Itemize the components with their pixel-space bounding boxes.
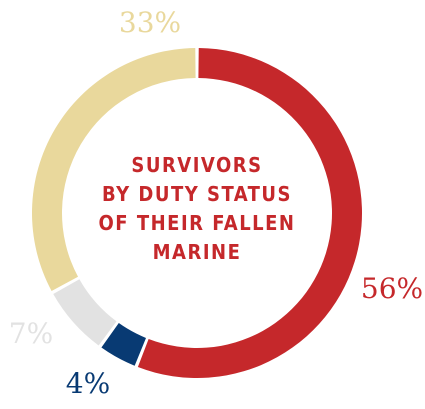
labels-layer: 56% 4% 7% 33% (9, 6, 423, 400)
chart-title-line-2: BY DUTY STATUS (102, 182, 292, 206)
donut-slice-56 (137, 48, 362, 379)
donut-slice-7 (53, 279, 117, 346)
chart-title-line-3: OF THEIR FALLEN (98, 211, 296, 235)
chart-title-line-1: SURVIVORS (131, 153, 263, 177)
donut-slice-33 (32, 48, 196, 291)
slice-label-4: 4% (66, 367, 110, 400)
donut-slice-4 (101, 323, 146, 366)
chart-title: SURVIVORS BY DUTY STATUS OF THEIR FALLEN… (82, 151, 312, 267)
slice-label-7: 7% (9, 317, 53, 350)
chart-title-line-4: MARINE (152, 240, 242, 264)
slice-label-56: 56% (361, 272, 423, 305)
slices-layer (32, 48, 362, 379)
slice-label-33: 33% (119, 6, 181, 39)
